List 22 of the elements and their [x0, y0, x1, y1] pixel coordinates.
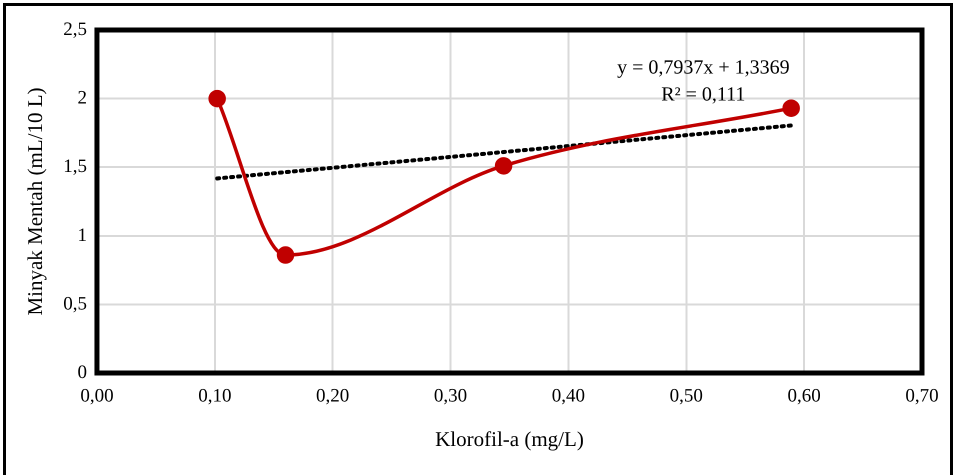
y-tick-label: 1: [77, 224, 87, 246]
x-tick-label: 0,60: [788, 385, 821, 406]
y-tick-label: 0,5: [63, 293, 87, 314]
x-tick-label: 0,30: [434, 385, 468, 406]
x-tick-label: 0,40: [552, 385, 586, 406]
point: [494, 157, 512, 175]
y-tick-label: 2: [77, 88, 87, 109]
x-tick-label: 0,00: [80, 385, 114, 406]
x-tick-label: 0,70: [905, 385, 939, 406]
annotation: y = 0,7937x + 1,3369: [617, 56, 790, 78]
x-axis-title: Klorofil-a (mg/L): [435, 426, 584, 451]
x-tick-label: 0,10: [198, 385, 232, 406]
y-axis-title: Minyak Mentah (mL/10 L): [23, 87, 48, 316]
point: [208, 90, 226, 108]
x-tick-label: 0,50: [670, 385, 703, 406]
point: [782, 99, 800, 117]
annotation: R² = 0,111: [661, 83, 746, 106]
y-tick-label: 2,5: [63, 18, 87, 40]
y-tick-label: 1,5: [63, 156, 87, 178]
point: [276, 246, 294, 264]
x-tick-label: 0,20: [316, 385, 350, 406]
y-tick-label: 0: [77, 362, 87, 383]
